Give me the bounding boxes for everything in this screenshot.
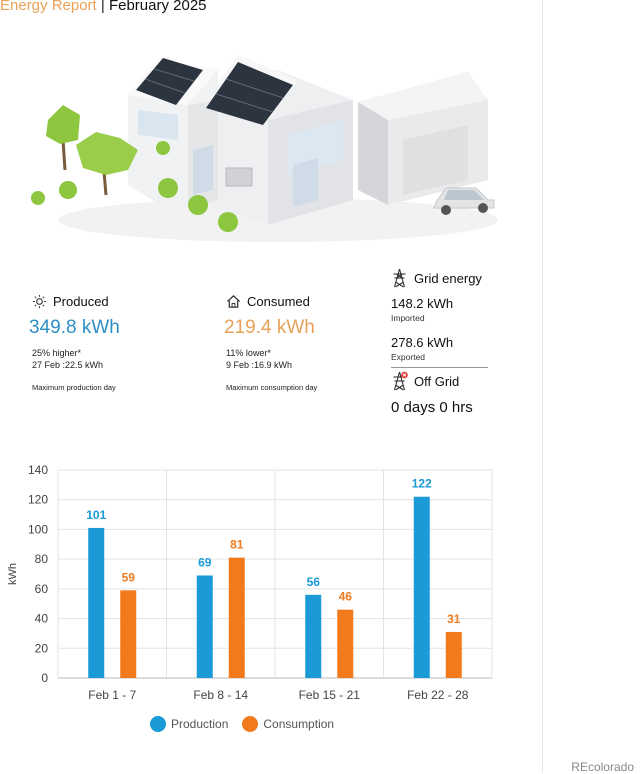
y-axis-label: kWh [7, 563, 19, 585]
bar-consumption [120, 590, 137, 678]
bar-production [413, 496, 430, 678]
produced-panel: Produced 349.8 kWh 25% higher* 27 Feb :2… [29, 294, 120, 392]
bar-value-label: 59 [122, 570, 136, 584]
x-tick-label: Feb 1 - 7 [88, 688, 136, 702]
bar-value-label: 81 [230, 538, 244, 552]
chart-legend: Production Consumption [150, 716, 334, 732]
report-brand: Energy Report [0, 0, 97, 14]
bar-production [88, 527, 105, 678]
consumed-compare: 11% lower* [226, 348, 271, 358]
legend-item-production[interactable]: Production [150, 716, 228, 732]
produced-title: Produced [53, 294, 109, 309]
bar-value-label: 46 [339, 590, 353, 604]
bar-consumption [228, 557, 245, 678]
y-tick-label: 20 [35, 641, 49, 655]
consumed-title: Consumed [247, 294, 310, 309]
y-tick-label: 60 [35, 582, 49, 596]
offgrid-title: Off Grid [414, 373, 460, 389]
page-divider [542, 0, 543, 773]
house-illustration [31, 55, 498, 242]
bar-production [305, 594, 322, 678]
bar-production [196, 575, 213, 678]
legend-label-production: Production [171, 717, 229, 731]
y-tick-label: 40 [35, 612, 49, 626]
bar-value-label: 69 [198, 555, 212, 569]
bar-consumption [445, 631, 462, 678]
legend-item-consumption[interactable]: Consumption [242, 716, 334, 732]
consumed-panel: Consumed 219.4 kWh 11% lower* 9 Feb :16.… [224, 294, 318, 392]
produced-note: Maximum production day [32, 383, 116, 392]
watermark: REcolorado [571, 760, 634, 774]
produced-value: 349.8 kWh [29, 317, 120, 338]
legend-swatch-consumption [242, 716, 259, 732]
power-tower-icon [393, 268, 406, 288]
bar-value-label: 56 [307, 575, 321, 589]
grid-imported-label: Imported [391, 313, 425, 323]
grid-energy-panel: Grid energy 148.2 kWh Imported 278.6 kWh… [391, 268, 488, 362]
y-tick-label: 120 [28, 493, 48, 507]
grid-exported-label: Exported [391, 352, 426, 362]
offgrid-value: 0 days 0 hrs [391, 399, 473, 416]
y-tick-label: 140 [28, 463, 48, 477]
grid-imported-value: 148.2 kWh [391, 296, 454, 311]
produced-compare: 25% higher* [32, 348, 82, 358]
report-title: Energy Report | February 2025 [0, 0, 207, 14]
produced-detail: 27 Feb :22.5 kWh [32, 360, 104, 370]
power-tower-off-icon [393, 371, 408, 391]
bar-value-label: 122 [412, 477, 432, 491]
house-icon [226, 295, 241, 308]
grid-divider [391, 367, 488, 368]
weekly-energy-chart: 0 20 40 60 80 100 120 140 kWh 101 59 Feb 1 - 7 69 81 F… [7, 463, 493, 702]
legend-swatch-production [150, 716, 166, 732]
bar-consumption [337, 609, 354, 678]
consumed-value: 219.4 kWh [224, 317, 315, 338]
offgrid-panel: Off Grid 0 days 0 hrs [391, 371, 473, 416]
y-tick-label: 0 [41, 671, 48, 685]
title-separator: | [96, 0, 109, 14]
bar-value-label: 101 [86, 508, 106, 522]
consumed-detail: 9 Feb :16.9 kWh [226, 360, 293, 370]
x-tick-label: Feb 22 - 28 [407, 688, 469, 702]
x-tick-label: Feb 15 - 21 [299, 688, 361, 702]
bar-value-label: 31 [447, 612, 461, 626]
y-tick-label: 100 [28, 522, 48, 536]
consumed-note: Maximum consumption day [226, 383, 318, 392]
y-tick-label: 80 [35, 552, 49, 566]
legend-label-consumption: Consumption [263, 717, 335, 731]
report-month: February 2025 [108, 0, 207, 14]
x-tick-label: Feb 8 - 14 [193, 688, 248, 702]
sun-icon [32, 294, 47, 309]
grid-energy-title: Grid energy [414, 270, 482, 286]
grid-exported-value: 278.6 kWh [391, 335, 454, 350]
